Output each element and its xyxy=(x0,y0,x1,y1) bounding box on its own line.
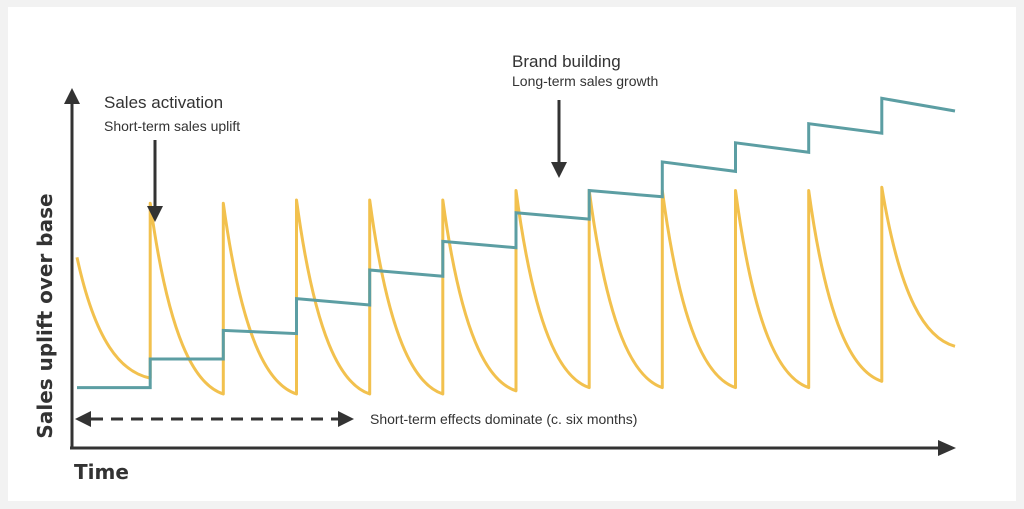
brand-building-subtitle: Long-term sales growth xyxy=(512,73,658,89)
brand-building-line xyxy=(77,96,956,390)
sales-activation-arrowhead xyxy=(147,206,163,222)
short-term-left-arrowhead xyxy=(75,411,91,427)
sales-activation-title: Sales activation xyxy=(104,93,223,112)
y-axis-label: Sales uplift over base xyxy=(33,193,57,438)
x-axis-arrowhead xyxy=(938,440,956,456)
sales-activation-subtitle: Short-term sales uplift xyxy=(104,118,240,134)
brand-building-arrowhead xyxy=(551,162,567,178)
sales-activation-line xyxy=(75,185,956,396)
x-axis-label: Time xyxy=(74,460,129,484)
brand-building-title: Brand building xyxy=(512,52,621,71)
short-term-note: Short-term effects dominate (c. six mont… xyxy=(370,411,637,427)
y-axis-arrowhead xyxy=(64,88,80,104)
short-term-right-arrowhead xyxy=(338,411,354,427)
